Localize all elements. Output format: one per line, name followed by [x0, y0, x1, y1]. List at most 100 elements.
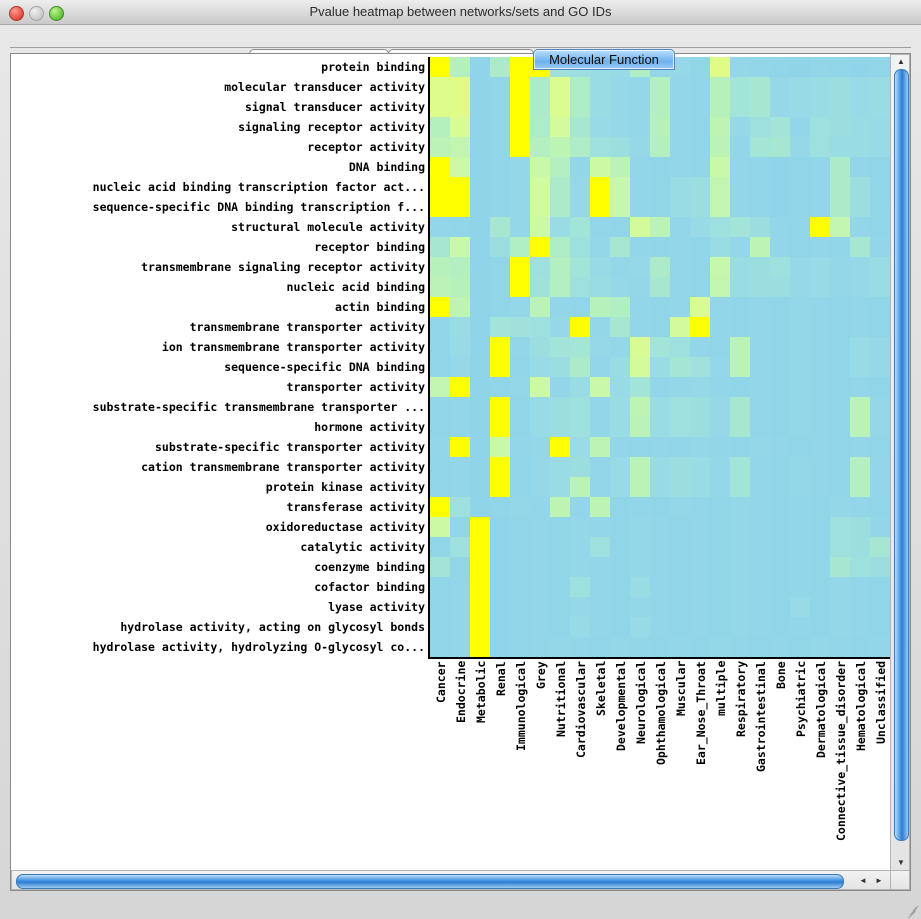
heatmap-cell[interactable]	[750, 557, 770, 577]
heatmap-cell[interactable]	[590, 177, 610, 197]
heatmap-cell[interactable]	[510, 457, 530, 477]
heatmap-cell[interactable]	[450, 597, 470, 617]
heatmap-cell[interactable]	[730, 337, 750, 357]
heatmap-cell[interactable]	[470, 237, 490, 257]
heatmap-cell[interactable]	[550, 617, 570, 637]
heatmap-cell[interactable]	[430, 297, 450, 317]
heatmap-cell[interactable]	[670, 97, 690, 117]
heatmap-cell[interactable]	[490, 617, 510, 637]
heatmap-cell[interactable]	[770, 597, 790, 617]
heatmap-cell[interactable]	[670, 517, 690, 537]
heatmap-cell[interactable]	[770, 137, 790, 157]
heatmap-cell[interactable]	[490, 237, 510, 257]
heatmap-cell[interactable]	[630, 117, 650, 137]
heatmap-cell[interactable]	[830, 397, 850, 417]
heatmap-cell[interactable]	[430, 517, 450, 537]
heatmap-cell[interactable]	[670, 397, 690, 417]
heatmap-cell[interactable]	[570, 317, 590, 337]
heatmap-cell[interactable]	[530, 477, 550, 497]
heatmap-cell[interactable]	[470, 357, 490, 377]
heatmap-cell[interactable]	[570, 637, 590, 657]
heatmap-cell[interactable]	[550, 417, 570, 437]
heatmap-cell[interactable]	[670, 177, 690, 197]
heatmap-cell[interactable]	[830, 217, 850, 237]
heatmap-cell[interactable]	[870, 57, 890, 77]
heatmap-cell[interactable]	[430, 277, 450, 297]
heatmap-cell[interactable]	[530, 297, 550, 317]
heatmap-cell[interactable]	[770, 257, 790, 277]
heatmap-grid[interactable]	[428, 57, 890, 659]
heatmap-cell[interactable]	[870, 257, 890, 277]
heatmap-cell[interactable]	[750, 477, 770, 497]
heatmap-cell[interactable]	[630, 417, 650, 437]
heatmap-cell[interactable]	[470, 537, 490, 557]
heatmap-cell[interactable]	[470, 577, 490, 597]
heatmap-cell[interactable]	[830, 517, 850, 537]
heatmap-cell[interactable]	[510, 217, 530, 237]
heatmap-cell[interactable]	[750, 337, 770, 357]
heatmap-cell[interactable]	[590, 557, 610, 577]
heatmap-cell[interactable]	[650, 177, 670, 197]
heatmap-cell[interactable]	[690, 317, 710, 337]
heatmap-cell[interactable]	[750, 617, 770, 637]
heatmap-cell[interactable]	[590, 277, 610, 297]
heatmap-cell[interactable]	[650, 497, 670, 517]
heatmap-cell[interactable]	[510, 57, 530, 77]
heatmap-cell[interactable]	[530, 177, 550, 197]
heatmap-cell[interactable]	[870, 237, 890, 257]
heatmap-cell[interactable]	[650, 437, 670, 457]
heatmap-cell[interactable]	[810, 57, 830, 77]
heatmap-cell[interactable]	[490, 197, 510, 217]
heatmap-cell[interactable]	[790, 637, 810, 657]
heatmap-cell[interactable]	[650, 117, 670, 137]
heatmap-cell[interactable]	[630, 457, 650, 477]
heatmap-cell[interactable]	[730, 477, 750, 497]
heatmap-cell[interactable]	[830, 337, 850, 357]
heatmap-cell[interactable]	[830, 77, 850, 97]
heatmap-cell[interactable]	[670, 257, 690, 277]
heatmap-cell[interactable]	[810, 597, 830, 617]
heatmap-cell[interactable]	[750, 137, 770, 157]
heatmap-cell[interactable]	[450, 557, 470, 577]
heatmap-cell[interactable]	[810, 577, 830, 597]
heatmap-cell[interactable]	[610, 137, 630, 157]
heatmap-cell[interactable]	[650, 297, 670, 317]
heatmap-cell[interactable]	[830, 437, 850, 457]
heatmap-cell[interactable]	[790, 337, 810, 357]
heatmap-cell[interactable]	[430, 57, 450, 77]
heatmap-cell[interactable]	[610, 397, 630, 417]
heatmap-cell[interactable]	[690, 57, 710, 77]
heatmap-cell[interactable]	[870, 497, 890, 517]
heatmap-cell[interactable]	[810, 497, 830, 517]
heatmap-cell[interactable]	[610, 217, 630, 237]
heatmap-cell[interactable]	[770, 357, 790, 377]
heatmap-cell[interactable]	[650, 217, 670, 237]
heatmap-cell[interactable]	[730, 157, 750, 177]
heatmap-cell[interactable]	[470, 197, 490, 217]
heatmap-cell[interactable]	[850, 177, 870, 197]
heatmap-cell[interactable]	[750, 117, 770, 137]
heatmap-cell[interactable]	[650, 77, 670, 97]
heatmap-cell[interactable]	[570, 537, 590, 557]
heatmap-cell[interactable]	[850, 137, 870, 157]
heatmap-cell[interactable]	[450, 57, 470, 77]
heatmap-cell[interactable]	[650, 477, 670, 497]
heatmap-cell[interactable]	[430, 437, 450, 457]
heatmap-cell[interactable]	[490, 357, 510, 377]
heatmap-cell[interactable]	[510, 357, 530, 377]
heatmap-cell[interactable]	[570, 417, 590, 437]
heatmap-cell[interactable]	[710, 537, 730, 557]
heatmap-cell[interactable]	[610, 277, 630, 297]
heatmap-cell[interactable]	[770, 577, 790, 597]
heatmap-cell[interactable]	[650, 197, 670, 217]
maximize-window-icon[interactable]	[49, 6, 64, 21]
heatmap-cell[interactable]	[570, 477, 590, 497]
heatmap-cell[interactable]	[750, 377, 770, 397]
heatmap-cell[interactable]	[490, 57, 510, 77]
heatmap-cell[interactable]	[830, 377, 850, 397]
heatmap-cell[interactable]	[590, 257, 610, 277]
heatmap-cell[interactable]	[770, 517, 790, 537]
heatmap-cell[interactable]	[870, 217, 890, 237]
heatmap-cell[interactable]	[570, 337, 590, 357]
heatmap-cell[interactable]	[650, 617, 670, 637]
